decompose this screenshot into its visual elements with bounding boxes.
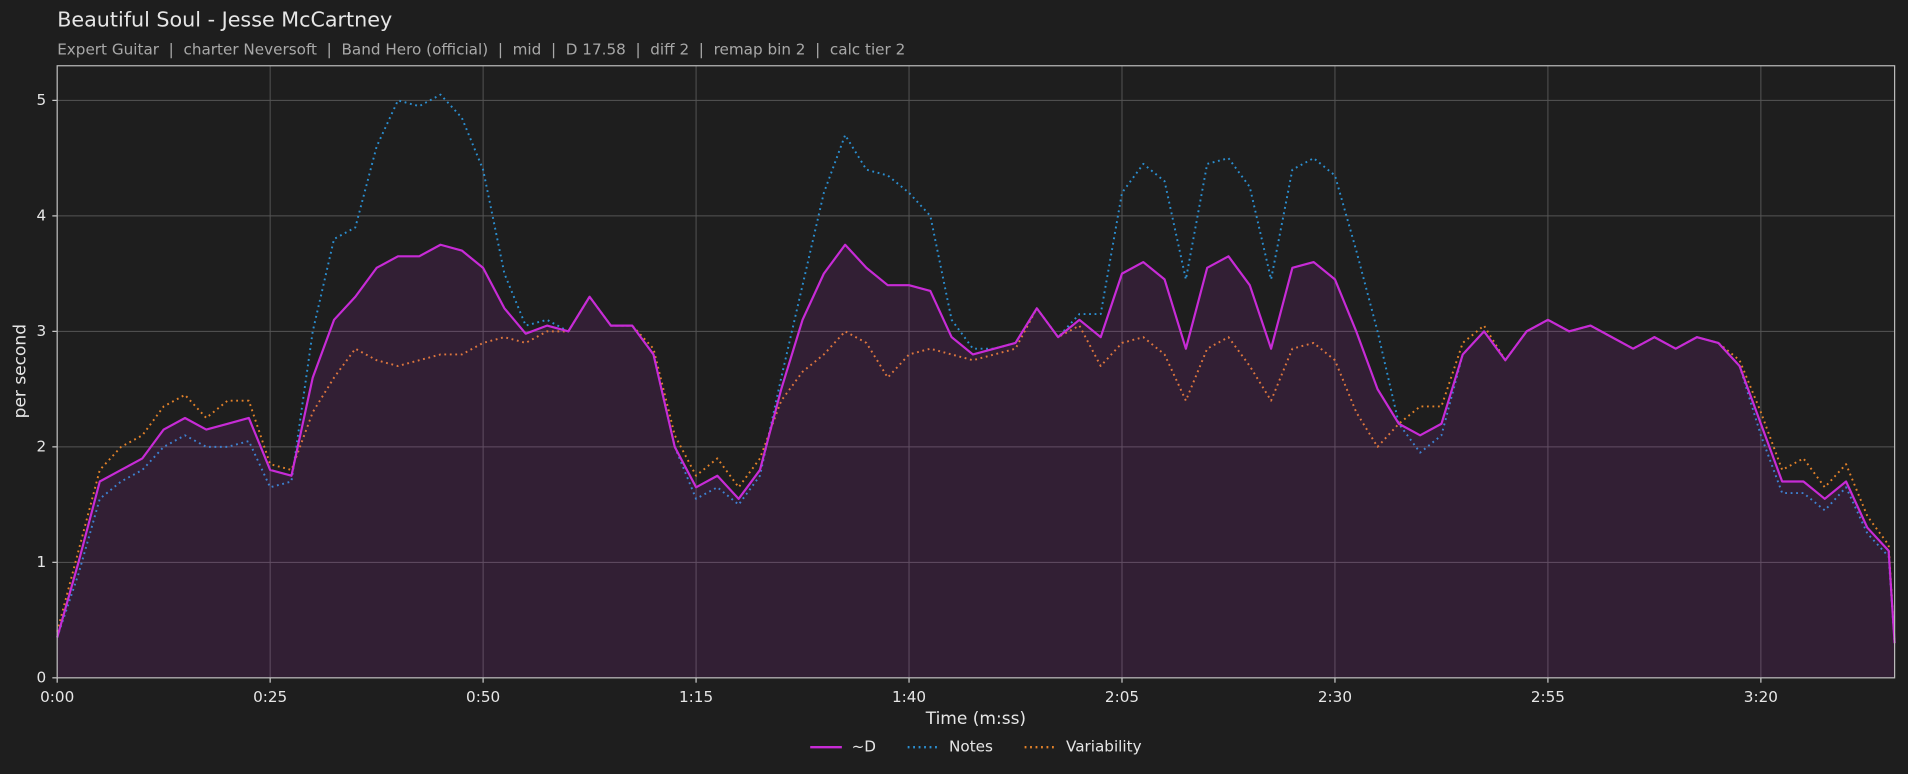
x-tick-label: 0:25 <box>253 688 287 706</box>
chart-title: Beautiful Soul - Jesse McCartney <box>57 8 392 32</box>
x-tick-label: 2:55 <box>1531 688 1565 706</box>
legend-label: ~D <box>852 738 876 756</box>
y-axis-label: per second <box>11 324 31 418</box>
y-tick-label: 1 <box>37 553 47 571</box>
x-tick-label: 0:00 <box>40 688 74 706</box>
x-tick-label: 1:40 <box>892 688 926 706</box>
y-tick-label: 5 <box>37 91 47 109</box>
series-line <box>56 243 1896 644</box>
y-tick-label: 3 <box>37 322 47 340</box>
series-line <box>56 295 1896 644</box>
legend: ~D Notes Variability <box>810 738 1142 756</box>
y-tick-label: 2 <box>37 437 47 455</box>
x-tick-label: 1:15 <box>679 688 713 706</box>
x-tick-label: 2:30 <box>1318 688 1352 706</box>
x-tick-label: 3:20 <box>1744 688 1778 706</box>
plot-frame <box>56 65 1896 679</box>
y-tick-label: 4 <box>37 206 47 224</box>
x-tick-label: 0:50 <box>466 688 500 706</box>
x-axis-label: Time (m:ss) <box>925 709 1026 729</box>
area <box>57 244 1895 678</box>
chart-subtitle: Expert Guitar | charter Neversoft | Band… <box>57 40 905 58</box>
x-tick-label: 2:05 <box>1105 688 1139 706</box>
y-tick-label: 0 <box>37 668 47 686</box>
legend-label: Notes <box>949 738 993 756</box>
legend-label: Variability <box>1066 738 1142 756</box>
